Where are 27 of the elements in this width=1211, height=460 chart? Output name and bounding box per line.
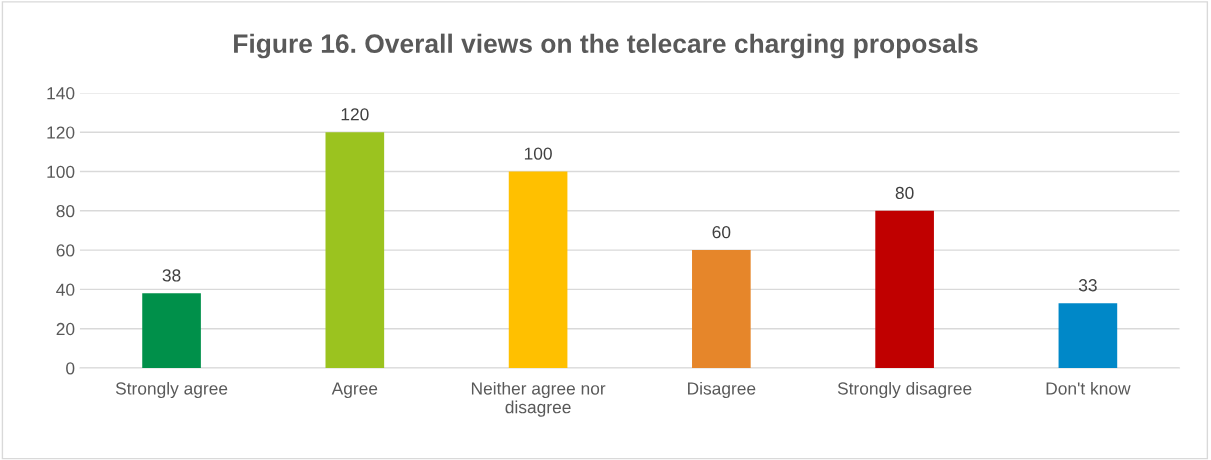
bar <box>508 171 568 368</box>
y-tick-label: 80 <box>56 204 75 218</box>
x-tick-label: Strongly disagree <box>837 381 972 399</box>
bar <box>692 250 751 368</box>
data-label: 33 <box>1078 279 1097 292</box>
bar <box>325 132 385 368</box>
bar <box>875 210 934 368</box>
bar <box>1058 303 1118 368</box>
bar <box>142 293 201 368</box>
x-tick-label: Don't know <box>1046 381 1131 395</box>
y-tick-label: 40 <box>56 283 75 296</box>
x-tick-label: Agree <box>331 382 378 399</box>
y-tick-label: 0 <box>66 362 75 375</box>
x-tick-label: Disagree <box>688 381 756 399</box>
data-label: 60 <box>712 226 731 239</box>
data-label: 120 <box>341 108 369 121</box>
data-label: 100 <box>524 147 552 160</box>
x-tick-label: Strongly agree <box>115 381 228 399</box>
x-tick-label: Neither agree nor disagree <box>471 381 606 417</box>
y-tick-label: 140 <box>47 87 75 100</box>
chart-title: Figure 16. Overall views on the telecare charging proposals <box>234 33 978 59</box>
y-tick-label: 100 <box>47 165 75 178</box>
y-tick-label: 20 <box>56 322 75 336</box>
data-label: 38 <box>162 269 181 282</box>
data-label: 80 <box>895 186 914 200</box>
y-tick-label: 60 <box>56 244 75 257</box>
y-tick-label: 120 <box>47 126 75 139</box>
